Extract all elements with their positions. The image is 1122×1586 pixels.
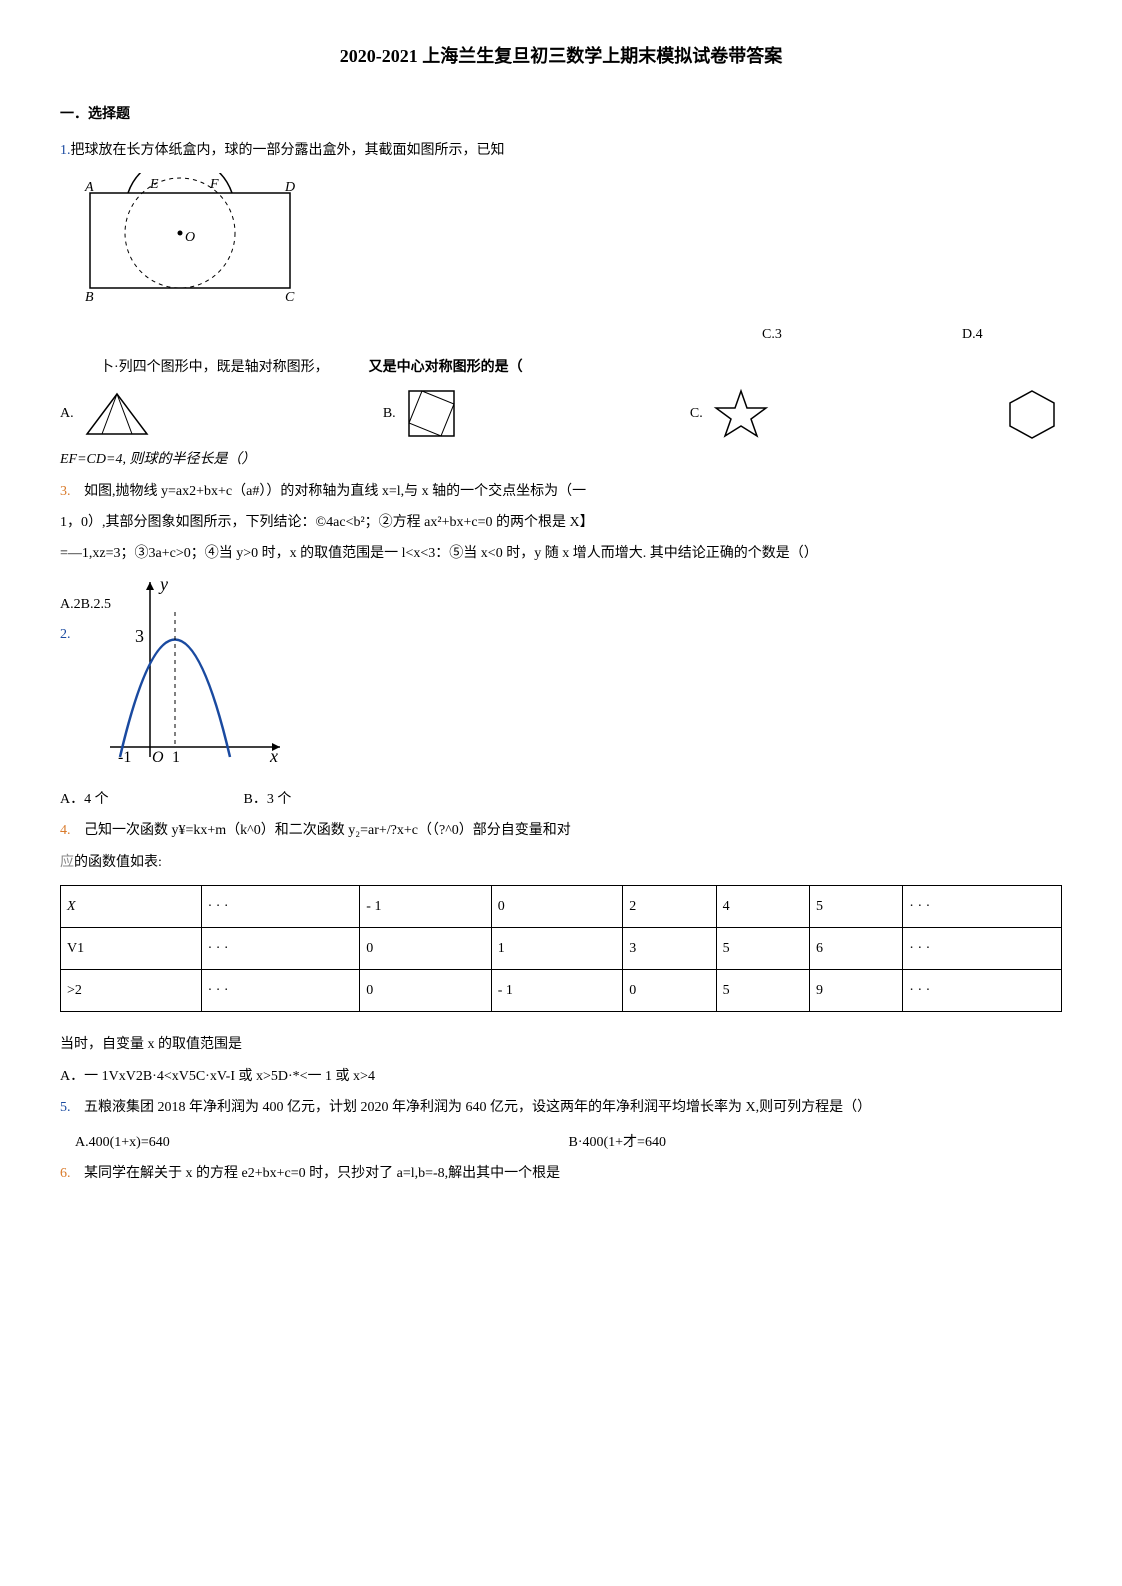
q1-ef: EF=CD=4, 则球的半径长是（） — [60, 447, 1062, 472]
cell: - 1 — [491, 970, 622, 1012]
q5-line: 5. 五粮液集团 2018 年净利润为 400 亿元，计划 2020 年净利润为… — [60, 1095, 1062, 1120]
svg-text:-1: -1 — [118, 749, 131, 766]
q5-opts: A.400(1+x)=640 B·400(1+才=640 — [60, 1130, 1062, 1155]
cell: >2 — [61, 970, 202, 1012]
cell: 0 — [360, 928, 491, 970]
q4-line: 4. 己知一次函数 y¥=kx+m（k^0）和二次函数 y₂=ar+/?x+c（… — [60, 818, 1062, 843]
q3-optA: A．4 个 — [60, 787, 240, 812]
cell: 4 — [716, 885, 809, 927]
cell: 1 — [491, 928, 622, 970]
box-circle-icon: A E F D O B C — [80, 173, 300, 303]
cell: X — [61, 885, 202, 927]
svg-text:E: E — [149, 177, 159, 192]
cell: V1 — [61, 928, 202, 970]
a2b25: A.2B.2.5 — [60, 592, 111, 617]
q1-line: 1.把球放在长方体纸盒内，球的一部分露出盒外，其截面如图所示，已知 — [60, 138, 1062, 163]
q4-italic: 应 — [60, 855, 74, 870]
table-row: X · · · - 1 0 2 4 5 · · · — [61, 885, 1062, 927]
table-row: V1 · · · 0 1 3 5 6 · · · — [61, 928, 1062, 970]
q1-figure: A E F D O B C — [80, 173, 1062, 312]
sym-intro: 卜·列四个图形中，既是轴对称图形， 又是中心对称图形的是（ — [60, 355, 1062, 380]
svg-text:C: C — [285, 290, 295, 303]
sym-left: 卜·列四个图形中，既是轴对称图形， — [100, 355, 329, 380]
q4-num: 4. — [60, 823, 71, 838]
q3-line2: 1，0）,其部分图象如图所示，下列结论：©4ac<b²；②方程 ax²+bx+c… — [60, 510, 1062, 535]
q6-line: 6. 某同学在解关于 x 的方程 e2+bx+c=0 时，只抄对了 a=l,b=… — [60, 1161, 1062, 1186]
q2-num: 2. — [60, 622, 71, 647]
q5-optA: A.400(1+x)=640 — [60, 1130, 569, 1155]
svg-text:x: x — [269, 746, 278, 766]
q4-rest: 的函数值如表: — [74, 855, 162, 870]
hexagon-icon — [1002, 386, 1062, 441]
opt-c3: C.3 — [762, 322, 962, 347]
sym-right: 又是中心对称图形的是（ — [369, 355, 523, 380]
q1-cd-row: C.3 D.4 — [60, 322, 1062, 347]
q1-text: 把球放在长方体纸盒内，球的一部分露出盒外，其截面如图所示，已知 — [71, 143, 505, 158]
q5-text: 五粮液集团 2018 年净利润为 400 亿元，计划 2020 年净利润为 64… — [84, 1100, 871, 1115]
cell: 5 — [716, 928, 809, 970]
q3-optB: B．3 个 — [244, 792, 292, 807]
cell: · · · — [903, 970, 1062, 1012]
label-b: B. — [383, 401, 396, 426]
shape-a: A. — [60, 389, 152, 439]
shape-c: C. — [690, 386, 771, 441]
opt-d4: D.4 — [962, 322, 1062, 347]
table-row: >2 · · · 0 - 1 0 5 9 · · · — [61, 970, 1062, 1012]
q6-text: 某同学在解关于 x 的方程 e2+bx+c=0 时，只抄对了 a=l,b=-8,… — [84, 1166, 560, 1181]
post-table-2: A．一 1VxV2B·4<xV5C·xV-I 或 x>5D·*<一 1 或 x>… — [60, 1064, 1062, 1089]
svg-text:y: y — [158, 574, 168, 594]
svg-text:O: O — [185, 230, 195, 245]
post-table-1: 当时，自变量 x 的取值范围是 — [60, 1032, 1062, 1057]
section-header: 一．选择题 — [60, 102, 1062, 127]
data-table: X · · · - 1 0 2 4 5 · · · V1 · · · 0 1 3… — [60, 885, 1062, 1013]
square-rot-icon — [404, 386, 459, 441]
star-icon — [711, 386, 771, 441]
q4-line2: 应的函数值如表: — [60, 850, 1062, 875]
parabola-icon: y x 3 -1 O 1 — [90, 572, 290, 772]
svg-text:F: F — [209, 177, 219, 192]
q3-num: 3. — [60, 484, 71, 499]
q5-num: 5. — [60, 1100, 71, 1115]
svg-text:D: D — [284, 180, 295, 195]
cell: · · · — [903, 928, 1062, 970]
shape-row: A. B. C. — [60, 386, 1062, 441]
cell: 0 — [360, 970, 491, 1012]
cell: · · · — [201, 928, 360, 970]
q3-line1: 3. 如图,抛物线 y=ax2+bx+c（a#））的对称轴为直线 x=l,与 x… — [60, 479, 1062, 504]
q4-text: 己知一次函数 y¥=kx+m（k^0）和二次函数 y₂=ar+/?x+c（（?^… — [84, 823, 571, 838]
cell: 0 — [623, 970, 716, 1012]
parabola-block: A.2B.2.5 2. y x 3 -1 O 1 — [60, 572, 1062, 781]
q3-line3: =—1,xz=3；③3a+c>0；④当 y>0 时，x 的取值范围是一 l<x<… — [60, 541, 1062, 566]
triangle-icon — [82, 389, 152, 439]
cell: · · · — [201, 970, 360, 1012]
cell: 6 — [809, 928, 902, 970]
cell: 2 — [623, 885, 716, 927]
q3-text1: 如图,抛物线 y=ax2+bx+c（a#））的对称轴为直线 x=l,与 x 轴的… — [84, 484, 586, 499]
svg-text:O: O — [152, 749, 164, 766]
svg-text:A: A — [84, 180, 94, 195]
cell: 5 — [809, 885, 902, 927]
cell: · · · — [903, 885, 1062, 927]
q6-num: 6. — [60, 1166, 71, 1181]
q3-opts: A．4 个 B．3 个 — [60, 787, 1062, 812]
cell: 9 — [809, 970, 902, 1012]
cell: · · · — [201, 885, 360, 927]
cell: 5 — [716, 970, 809, 1012]
label-c: C. — [690, 401, 703, 426]
cell: 0 — [491, 885, 622, 927]
svg-text:B: B — [85, 290, 94, 303]
shape-d — [1002, 386, 1062, 441]
page-title: 2020-2021 上海兰生复旦初三数学上期末模拟试卷带答案 — [60, 40, 1062, 72]
svg-text:1: 1 — [172, 749, 180, 766]
q5-optB: B·400(1+才=640 — [569, 1130, 1063, 1155]
svg-text:3: 3 — [135, 626, 144, 646]
q1-num: 1. — [60, 143, 71, 158]
label-a: A. — [60, 401, 74, 426]
shape-b: B. — [383, 386, 459, 441]
cell: - 1 — [360, 885, 491, 927]
cell: 3 — [623, 928, 716, 970]
